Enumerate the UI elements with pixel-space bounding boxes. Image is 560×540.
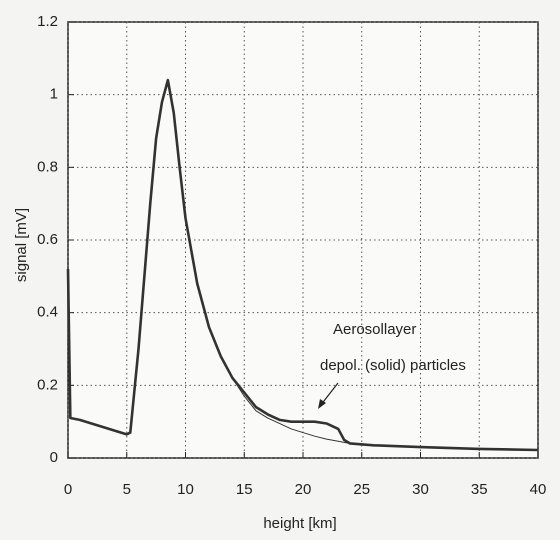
y-tick-label: 0.8 (37, 158, 58, 175)
y-axis-label: signal [mV] (13, 208, 30, 282)
x-tick-label: 10 (177, 481, 194, 498)
x-tick-label: 35 (471, 481, 488, 498)
x-axis-label: height [km] (263, 515, 336, 532)
y-tick-label: 1 (50, 86, 58, 103)
series-line (67, 83, 539, 451)
annotation-arrowhead (318, 399, 326, 409)
x-tick-label: 5 (123, 481, 131, 498)
y-tick-label: 0.2 (37, 376, 58, 393)
annotation: depol. (solid) particles (320, 357, 466, 374)
x-tick-label: 0 (64, 481, 72, 498)
x-tick-label: 40 (530, 481, 547, 498)
y-tick-label: 0 (50, 449, 58, 466)
y-tick-label: 0.6 (37, 231, 58, 248)
annotation: Aerosollayer (333, 321, 416, 338)
y-tick-label: 1.2 (37, 13, 58, 30)
x-tick-label: 15 (236, 481, 253, 498)
x-tick-label: 25 (353, 481, 370, 498)
x-tick-label: 30 (412, 481, 429, 498)
x-tick-label: 20 (295, 481, 312, 498)
y-tick-label: 0.4 (37, 304, 58, 321)
